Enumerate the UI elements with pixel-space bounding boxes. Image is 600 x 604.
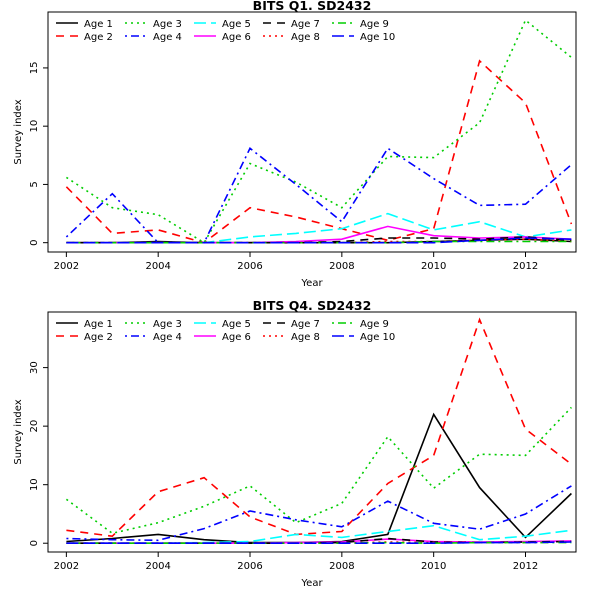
x-tick-label: 2012 [513, 261, 538, 272]
series-line-age-5 [66, 212, 572, 244]
x-tick-label: 2004 [145, 261, 170, 272]
y-tick-label: 5 [29, 181, 40, 187]
legend-label: Age 7 [291, 319, 320, 330]
legend-label: Age 8 [291, 332, 320, 343]
legend-label: Age 1 [84, 19, 113, 30]
x-tick-label: 2010 [421, 261, 446, 272]
y-tick-label: 0 [29, 540, 40, 546]
series-line-age-2 [66, 317, 572, 538]
x-tick-label: 2008 [329, 561, 354, 572]
legend-label: Age 3 [153, 19, 182, 30]
series-line-age-3 [65, 406, 572, 535]
x-tick-label: 2008 [329, 261, 354, 272]
legend-label: Age 7 [291, 19, 320, 30]
y-tick-label: 10 [29, 120, 40, 133]
x-tick-label: 2006 [237, 561, 262, 572]
x-tick-label: 2006 [237, 261, 262, 272]
legend-label: Age 5 [222, 19, 251, 30]
legend: Age 1 Age 2 Age 3 Age 4 Age 5 Age 6 Age 7 Age 8… [56, 19, 395, 43]
x-tick-label: 2012 [513, 561, 538, 572]
series-line-age-9 [66, 541, 572, 545]
y-tick-label: 0 [29, 239, 40, 245]
legend-label: Age 9 [360, 19, 389, 30]
series-line-age-2 [65, 59, 573, 244]
legend-label: Age 9 [360, 319, 389, 330]
series-line-age-4 [65, 147, 572, 244]
x-axis-label: Year [300, 578, 323, 589]
y-axis-label: Survey index [13, 399, 24, 464]
y-tick-label: 20 [29, 420, 40, 433]
legend-label: Age 2 [84, 332, 113, 343]
y-tick-label: 30 [29, 361, 40, 374]
chart-panel-1: BITS Q1. SD2432 2002 2004 2006 2008 2010 2012 0… [13, 0, 577, 289]
legend: Age 1 Age 2 Age 3 Age 4 Age 5 Age 6 Age 7 Age 8… [56, 319, 395, 343]
chart-title: BITS Q4. SD2432 [253, 298, 372, 313]
x-tick-label: 2004 [145, 561, 170, 572]
legend-label: Age 1 [84, 319, 113, 330]
chart-title: BITS Q1. SD2432 [253, 0, 372, 13]
series-line-age-5 [66, 524, 572, 545]
legend-label: Age 6 [222, 332, 251, 343]
series-line-age-9 [66, 240, 572, 244]
y-tick-label: 10 [29, 478, 40, 491]
x-axis-label: Year [300, 278, 323, 289]
legend-label: Age 3 [153, 319, 182, 330]
legend-label: Age 5 [222, 319, 251, 330]
legend-label: Age 4 [153, 32, 182, 43]
x-tick-label: 2010 [421, 561, 446, 572]
plot-frame [47, 311, 577, 553]
legend-label: Age 2 [84, 32, 113, 43]
plot-frame [47, 11, 577, 253]
series-line-age-4 [66, 485, 572, 542]
legend-label: Age 6 [222, 32, 251, 43]
x-tick-label: 2002 [54, 561, 79, 572]
x-tick-label: 2002 [54, 261, 79, 272]
legend-label: Age 4 [153, 332, 182, 343]
legend-label: Age 10 [360, 32, 395, 43]
series-line-age-3 [65, 18, 572, 244]
y-axis-label: Survey index [13, 99, 24, 164]
y-tick-label: 15 [29, 62, 40, 75]
legend-label: Age 10 [360, 332, 395, 343]
legend-label: Age 8 [291, 32, 320, 43]
